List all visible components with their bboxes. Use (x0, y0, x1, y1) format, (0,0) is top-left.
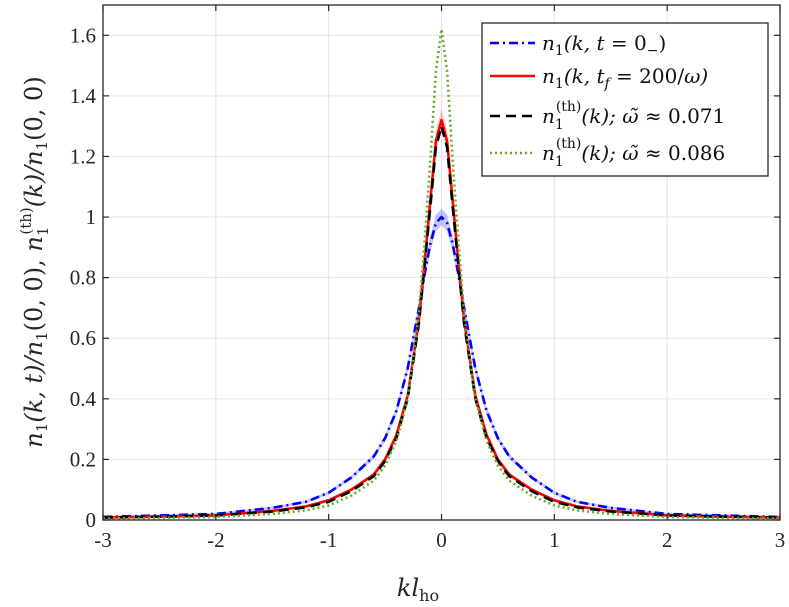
y-tick-label: 0.2 (70, 447, 96, 471)
y-tick-label: 1.6 (70, 23, 96, 47)
legend-entry-final: n1(k, tf = 200/ω) (490, 64, 708, 92)
legend-label-final: n1(k, tf = 200/ω) (542, 64, 708, 92)
x-tick-label: -2 (207, 528, 225, 552)
series-2-line (103, 124, 780, 519)
legend: n1(k, t = 0−) n1(k, tf = 200/ω) n1(th)(k… (481, 22, 769, 177)
y-tick-label: 0.4 (70, 387, 97, 411)
x-axis-label: klho (397, 574, 439, 605)
series-1-line (103, 118, 780, 519)
axis-ticks: -3 -2 -1 0 1 2 3 0 0.2 0.4 0.6 0.8 1 1.2 1.4 1.6 (70, 5, 786, 552)
x-tick-label: 0 (436, 528, 447, 552)
series-3-line (103, 27, 780, 520)
series-0-line (103, 215, 780, 519)
x-tick-label: 3 (775, 528, 786, 552)
x-tick-label: 1 (549, 528, 560, 552)
x-tick-label: -1 (320, 528, 338, 552)
y-tick-label: 0.8 (70, 266, 96, 290)
y-tick-label: 0.6 (70, 326, 96, 350)
y-axis-label: n1(k, t)/n1(0, 0), n1(th)(k)/n1(0, 0) (17, 76, 52, 447)
y-tick-label: 1 (86, 205, 97, 229)
series-lines (103, 27, 780, 520)
y-tick-label: 1.4 (70, 84, 97, 108)
legend-box (481, 22, 769, 177)
x-tick-label: 2 (662, 528, 673, 552)
x-tick-label: -3 (94, 528, 112, 552)
y-tick-label: 1.2 (70, 144, 96, 168)
y-tick-label: 0 (86, 508, 97, 532)
